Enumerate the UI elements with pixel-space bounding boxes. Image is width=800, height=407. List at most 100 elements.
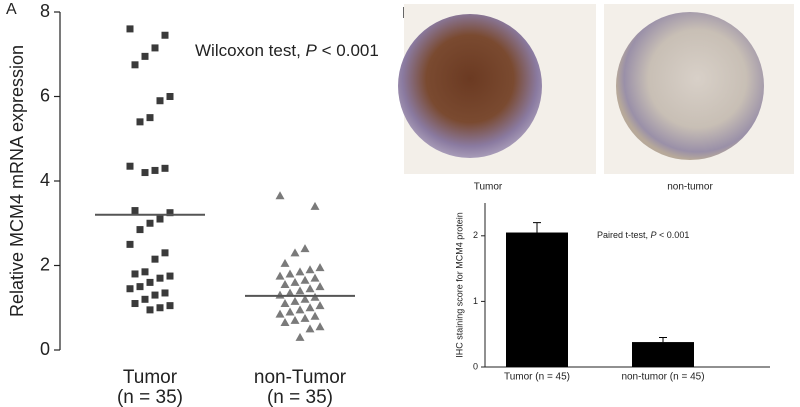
point xyxy=(136,283,144,291)
point xyxy=(161,31,169,39)
bar xyxy=(506,232,568,367)
point xyxy=(131,300,139,308)
point xyxy=(300,294,310,303)
panel-label: A xyxy=(6,1,17,18)
point xyxy=(141,268,149,276)
point xyxy=(166,209,174,217)
point xyxy=(126,162,134,170)
error-bar xyxy=(533,222,541,233)
point xyxy=(305,324,315,333)
point xyxy=(315,263,325,272)
point xyxy=(146,278,154,286)
point xyxy=(285,269,295,278)
point xyxy=(280,258,290,267)
point xyxy=(300,244,310,253)
image-label: non-tumor xyxy=(667,182,713,193)
point xyxy=(131,61,139,69)
point xyxy=(300,313,310,322)
point xyxy=(290,248,300,257)
point xyxy=(305,284,315,293)
point xyxy=(156,215,164,223)
point xyxy=(280,280,290,289)
point xyxy=(300,275,310,284)
point xyxy=(275,271,285,280)
point xyxy=(275,191,285,200)
y-tick-label: 8 xyxy=(40,1,50,21)
point xyxy=(166,93,174,100)
point xyxy=(315,282,325,291)
point xyxy=(146,306,154,314)
point xyxy=(305,265,315,274)
y-tick-label: 2 xyxy=(473,230,478,240)
y-tick-label: 6 xyxy=(40,85,50,105)
point xyxy=(161,289,169,297)
point xyxy=(136,226,144,234)
annotation-part: < 0.001 xyxy=(317,41,379,60)
point xyxy=(156,274,164,282)
point xyxy=(295,286,305,295)
point xyxy=(280,299,290,308)
point xyxy=(141,52,149,60)
x-tick-label: non-Tumor xyxy=(254,367,347,388)
point xyxy=(166,272,174,280)
point xyxy=(310,201,320,210)
point xyxy=(310,273,320,282)
x-tick-label: non-tumor (n = 45) xyxy=(621,372,704,383)
point xyxy=(131,270,139,278)
point xyxy=(156,304,164,312)
x-tick-label: (n = 35) xyxy=(117,387,183,407)
y-tick-label: 0 xyxy=(473,361,478,371)
point xyxy=(151,255,159,263)
point xyxy=(136,118,144,126)
point xyxy=(315,322,325,331)
tissue-image xyxy=(616,12,764,160)
point xyxy=(146,114,154,122)
point xyxy=(146,219,154,227)
point xyxy=(310,311,320,320)
y-axis-label: Relative MCM4 mRNA expression xyxy=(7,45,27,317)
point xyxy=(161,249,169,257)
x-tick-label: Tumor (n = 45) xyxy=(504,372,570,383)
x-tick-label: Tumor xyxy=(123,367,178,388)
point xyxy=(141,169,149,177)
point xyxy=(126,240,134,248)
point xyxy=(290,315,300,324)
point xyxy=(151,44,159,52)
point xyxy=(280,318,290,327)
y-tick-label: 1 xyxy=(473,296,478,306)
point xyxy=(290,277,300,286)
point xyxy=(275,290,285,299)
tissue-image xyxy=(398,14,542,158)
point xyxy=(151,291,159,299)
point xyxy=(295,332,305,341)
point xyxy=(305,303,315,312)
annotation: Paired t-test, P < 0.001 xyxy=(597,230,689,240)
point xyxy=(126,285,134,293)
point xyxy=(141,295,149,303)
point xyxy=(161,164,169,172)
point xyxy=(295,305,305,314)
point xyxy=(275,309,285,318)
point xyxy=(126,25,134,33)
point xyxy=(151,166,159,174)
error-bar xyxy=(659,336,667,343)
y-tick-label: 2 xyxy=(40,254,50,274)
point xyxy=(295,267,305,276)
point xyxy=(285,307,295,316)
y-tick-label: 0 xyxy=(40,339,50,359)
point xyxy=(285,288,295,297)
image-label: Tumor xyxy=(474,182,503,193)
annotation-part: < 0.001 xyxy=(657,230,690,240)
point xyxy=(156,97,164,105)
annotation-part: Wilcoxon test, xyxy=(195,41,306,60)
annotation: Wilcoxon test, P < 0.001 xyxy=(195,41,379,60)
point xyxy=(290,296,300,305)
y-axis-label: IHC staining score for MCM4 protein xyxy=(454,212,464,358)
point xyxy=(315,301,325,310)
annotation-part: Paired t-test, xyxy=(597,230,651,240)
x-tick-label: (n = 35) xyxy=(267,387,333,407)
annotation-part: P xyxy=(306,41,318,60)
y-tick-label: 4 xyxy=(40,170,50,190)
point xyxy=(166,302,174,310)
